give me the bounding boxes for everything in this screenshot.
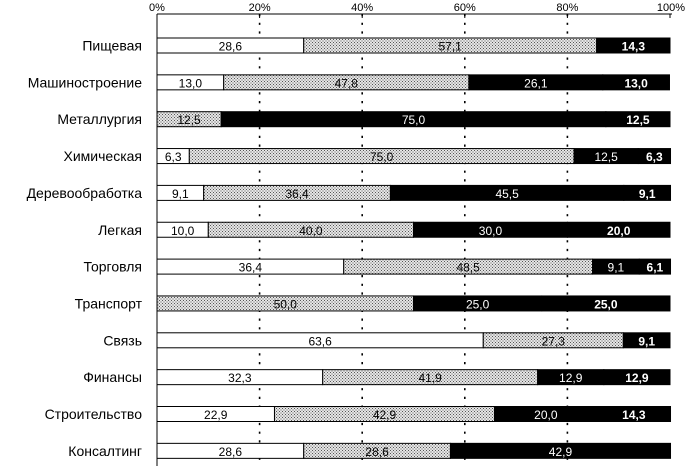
bar-segment [623,184,672,201]
data-label: 12,5 [177,113,201,127]
data-label: 28,6 [219,445,243,459]
data-label: 9,1 [638,334,655,348]
bars-layer [156,37,672,459]
data-label: 6,3 [646,150,663,164]
x-tick-label: 60% [454,2,476,14]
x-tick-label: 0% [149,2,165,14]
data-label: 9,1 [639,187,656,201]
data-label: 6,3 [165,150,182,164]
category-label: Пищевая [82,38,142,54]
data-label: 6,1 [647,261,664,275]
data-label: 13,0 [624,76,648,90]
category-label: Торговля [84,259,142,275]
category-label: Транспорт [75,295,143,311]
bar-segment [605,111,671,128]
category-label: Химическая [64,148,142,164]
data-label: 32,3 [228,371,252,385]
data-label: 63,6 [308,334,332,348]
bar-segment [541,295,671,312]
data-label: 26,1 [524,76,548,90]
data-label: 36,4 [285,187,309,201]
data-label: 28,6 [219,40,243,54]
data-label: 27,3 [542,334,566,348]
bar-segment [622,332,671,349]
data-label: 20,0 [607,224,631,238]
data-label: 42,9 [549,445,573,459]
category-label: Консалтинг [68,443,142,459]
data-label: 12,9 [625,371,649,385]
data-label: 48,5 [456,261,480,275]
data-label: 75,0 [370,150,394,164]
data-label: 41,9 [418,371,442,385]
data-label: 12,5 [594,150,618,164]
category-label: Связь [103,332,142,348]
labels-layer: 28,6 57,1 14,3 13,0 47,8 26,1 13,0 12,5 75,0 12,5… [165,40,664,459]
data-label: 13,0 [179,76,203,90]
x-tick-label: 80% [556,2,578,14]
x-tick-label: 100% [657,2,685,14]
bar-segment [603,369,671,386]
data-label: 14,3 [622,40,646,54]
data-label: 42,9 [373,408,397,422]
data-label: 45,5 [495,187,519,201]
category-label: Финансы [83,369,142,385]
bar-segment [638,258,672,275]
data-label: 22,9 [204,408,228,422]
data-label: 40,0 [299,224,323,238]
category-label: Легкая [98,222,142,238]
x-tick-label: 20% [249,2,271,14]
category-label: Деревообработка [27,185,143,201]
category-label: Машиностроение [28,74,142,90]
data-label: 20,0 [534,408,558,422]
x-tick-label: 40% [351,2,373,14]
data-label: 9,1 [608,261,625,275]
data-label: 30,0 [479,224,503,238]
bar-segment [637,148,672,165]
data-label: 25,0 [594,297,618,311]
bar-segment [596,406,672,422]
data-label: 12,9 [559,371,583,385]
data-label: 28,6 [365,445,389,459]
data-label: 9,1 [172,187,189,201]
data-label: 12,5 [626,113,650,127]
category-label: Металлургия [57,111,142,127]
data-label: 57,1 [438,40,462,54]
data-label: 10,0 [171,224,195,238]
bar-segment [596,37,671,54]
bar-segment [449,442,672,459]
bar-segment [566,221,671,238]
data-label: 25,0 [466,297,490,311]
data-label: 50,0 [274,297,298,311]
axis-layer: 0% 20% 40% 60% 80% 100% Пищевая Машиностроение М… [27,2,685,466]
data-label: 47,8 [335,76,359,90]
data-label: 75,0 [402,113,426,127]
data-label: 36,4 [239,261,263,275]
bar-segment [602,74,670,91]
data-label: 14,3 [622,408,646,422]
category-label: Строительство [45,406,143,422]
